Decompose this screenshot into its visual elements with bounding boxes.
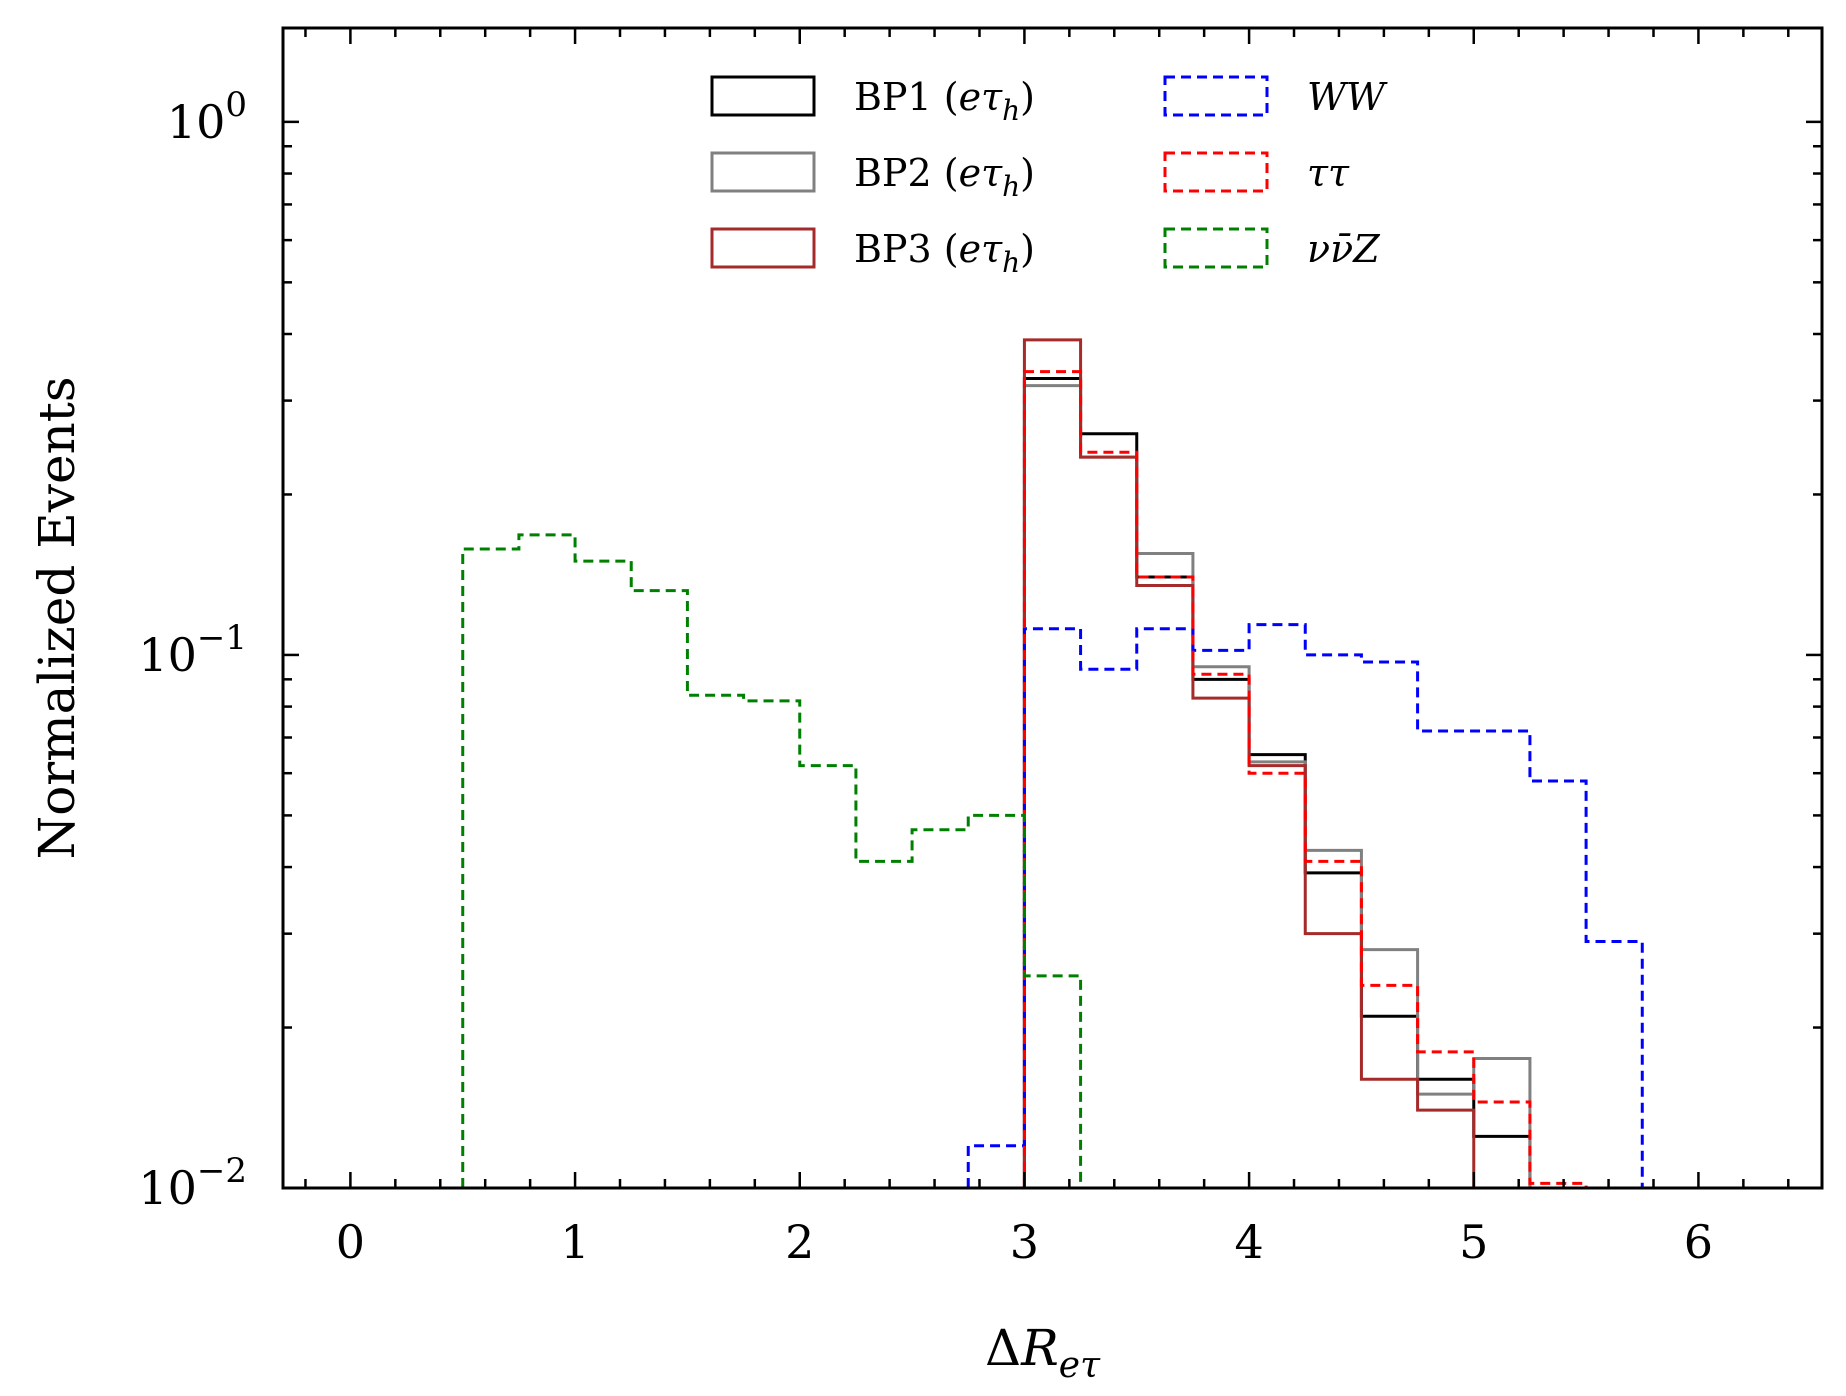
legend-swatch: [710, 75, 816, 117]
series-line-bp1-e-h-: [1022, 377, 1532, 1188]
series-line-bp2-e-h-: [1022, 384, 1532, 1188]
x-tick-label: 3: [1010, 1215, 1039, 1269]
axes-layer: 0 1 2 3 4 5 6 10−2 10−1 100 ΔReτ Normalized Events: [28, 26, 1824, 1386]
legend-label: BP1 (eτh): [854, 75, 1035, 127]
x-tick-label: 5: [1459, 1215, 1488, 1269]
legend: BP1 (eτh) BP2 (eτh) BP3 (eτh) WW ττ νν̄Z: [710, 75, 1388, 279]
axes-frame: [281, 26, 1824, 1190]
series-layer: [461, 338, 1644, 1188]
x-axis-title: ΔReτ: [985, 1319, 1101, 1386]
y-tick-label: 10−1: [138, 618, 247, 682]
legend-swatch: [1163, 75, 1269, 117]
x-tick-label: 1: [560, 1215, 589, 1269]
series-line-ww: [966, 623, 1644, 1188]
x-tick-label: 0: [336, 1215, 365, 1269]
series-line--z: [461, 533, 1083, 1188]
x-tick-label: 4: [1234, 1215, 1263, 1269]
y-axis-title: Normalized Events: [28, 376, 86, 859]
x-tick-label: 6: [1684, 1215, 1713, 1269]
legend-swatch: [1163, 227, 1269, 269]
legend-label: BP2 (eτh): [854, 151, 1035, 203]
legend-label: νν̄Z: [1307, 227, 1380, 271]
legend-label: BP3 (eτh): [854, 227, 1035, 279]
legend-label: WW: [1307, 75, 1388, 119]
x-tick-label: 2: [785, 1215, 814, 1269]
legend-swatch: [710, 151, 816, 193]
series-line--: [1022, 370, 1588, 1188]
legend-swatch: [1163, 151, 1269, 193]
legend-swatch: [710, 227, 816, 269]
y-tick-label: 100: [167, 85, 247, 149]
y-tick-label: 10−2: [138, 1151, 247, 1215]
legend-label: ττ: [1307, 151, 1350, 195]
